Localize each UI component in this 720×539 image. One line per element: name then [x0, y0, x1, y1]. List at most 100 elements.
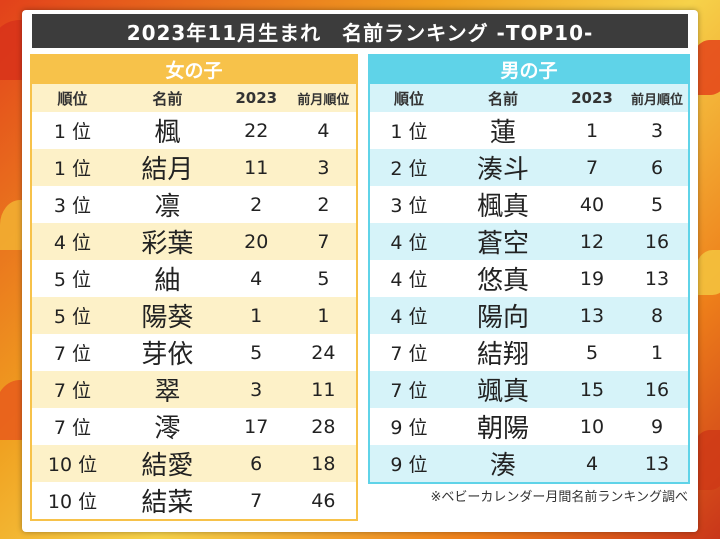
column-header-name: 名前 [152, 89, 183, 108]
column-header-count: 2023 [571, 89, 613, 107]
table-row: 5 位 紬 4 5 [32, 260, 356, 297]
name-cell: 楓真 [476, 192, 529, 222]
prev-rank-cell: 8 [650, 304, 664, 327]
column-header-prev-rank: 前月順位 [297, 92, 350, 108]
prev-rank-cell: 6 [650, 156, 664, 179]
table-row: 9 位 湊 4 13 [370, 445, 688, 482]
count-cell: 20 [244, 230, 269, 253]
prev-rank-cell: 5 [317, 267, 330, 290]
table-row: 3 位 楓真 40 5 [370, 186, 688, 223]
prev-rank-cell: 9 [650, 415, 664, 438]
prev-rank-cell: 16 [644, 378, 670, 401]
count-cell: 4 [585, 452, 599, 475]
name-cell: 陽向 [476, 303, 529, 333]
rank-cell: 9 位 [390, 454, 428, 476]
rank-cell: 10 位 [47, 491, 98, 513]
table-row: 4 位 悠真 19 13 [370, 260, 688, 297]
boys-column-headers: 順位 名前 2023 前月順位 [370, 84, 688, 112]
count-cell: 13 [579, 304, 605, 327]
count-cell: 6 [250, 452, 263, 475]
name-cell: 陽葵 [141, 303, 194, 333]
column-header-prev-rank: 前月順位 [630, 92, 683, 108]
table-row: 2 位 湊斗 7 6 [370, 149, 688, 186]
name-cell: 朝陽 [476, 414, 529, 444]
count-cell: 7 [250, 489, 263, 512]
prev-rank-cell: 18 [311, 452, 336, 475]
count-cell: 4 [250, 267, 263, 290]
name-cell: 凛 [154, 192, 181, 222]
name-cell: 湊斗 [476, 155, 529, 185]
count-cell: 10 [579, 415, 605, 438]
rank-cell: 2 位 [390, 158, 428, 180]
table-row: 4 位 蒼空 12 16 [370, 223, 688, 260]
table-row: 1 位 楓 22 4 [32, 112, 356, 149]
prev-rank-cell: 46 [311, 489, 336, 512]
count-cell: 40 [579, 193, 605, 216]
name-cell: 結月 [141, 155, 194, 185]
prev-rank-cell: 5 [650, 193, 664, 216]
table-row: 3 位 凛 2 2 [32, 186, 356, 223]
rank-cell: 7 位 [53, 380, 92, 402]
girls-column-headers: 順位 名前 2023 前月順位 [32, 84, 356, 112]
table-row: 1 位 結月 11 3 [32, 149, 356, 186]
leaf-decoration [695, 250, 720, 295]
column-header-rank: 順位 [393, 89, 424, 108]
name-cell: 翠 [154, 377, 181, 407]
prev-rank-cell: 7 [317, 230, 330, 253]
name-cell: 紬 [154, 266, 181, 296]
rank-cell: 7 位 [53, 343, 92, 365]
table-row: 7 位 颯真 15 16 [370, 371, 688, 408]
rank-cell: 3 位 [390, 195, 428, 217]
rank-cell: 4 位 [390, 232, 428, 254]
table-row: 4 位 陽向 13 8 [370, 297, 688, 334]
name-cell: 芽依 [141, 340, 194, 370]
table-row: 1 位 蓮 1 3 [370, 112, 688, 149]
name-cell: 悠真 [476, 266, 529, 296]
prev-rank-cell: 2 [317, 193, 330, 216]
name-cell: 結愛 [141, 451, 194, 481]
prev-rank-cell: 3 [650, 119, 664, 142]
name-cell: 湊 [489, 451, 516, 481]
table-row: 7 位 澪 17 28 [32, 408, 356, 445]
table-row: 9 位 朝陽 10 9 [370, 408, 688, 445]
name-cell: 蓮 [489, 118, 516, 148]
count-cell: 5 [585, 341, 599, 364]
table-row: 4 位 彩葉 20 7 [32, 223, 356, 260]
rank-cell: 10 位 [47, 454, 98, 476]
prev-rank-cell: 11 [311, 378, 336, 401]
count-cell: 17 [244, 415, 269, 438]
rank-cell: 7 位 [390, 343, 428, 365]
prev-rank-cell: 28 [311, 415, 336, 438]
rank-cell: 1 位 [53, 121, 92, 143]
count-cell: 11 [244, 156, 269, 179]
rank-cell: 4 位 [390, 269, 428, 291]
prev-rank-cell: 13 [644, 267, 670, 290]
name-cell: 澪 [154, 414, 181, 444]
prev-rank-cell: 13 [644, 452, 670, 475]
name-cell: 結翔 [476, 340, 529, 370]
name-cell: 颯真 [476, 377, 529, 407]
column-header-count: 2023 [235, 89, 278, 107]
table-row: 7 位 結翔 5 1 [370, 334, 688, 371]
rank-cell: 3 位 [53, 195, 92, 217]
prev-rank-cell: 24 [311, 341, 336, 364]
count-cell: 22 [244, 119, 269, 142]
name-cell: 楓 [154, 118, 181, 148]
name-cell: 彩葉 [141, 229, 194, 259]
table-row: 10 位 結菜 7 46 [32, 482, 356, 519]
rank-cell: 1 位 [53, 158, 92, 180]
boys-table-header: 男の子 [368, 54, 690, 84]
name-cell: 蒼空 [476, 229, 529, 259]
name-cell: 結菜 [141, 488, 194, 518]
count-cell: 1 [250, 304, 263, 327]
count-cell: 3 [250, 378, 263, 401]
page-title: 2023年11月生まれ 名前ランキング -TOP10- [32, 14, 688, 48]
column-header-rank: 順位 [57, 89, 88, 108]
table-row: 5 位 陽葵 1 1 [32, 297, 356, 334]
rank-cell: 4 位 [53, 232, 92, 254]
